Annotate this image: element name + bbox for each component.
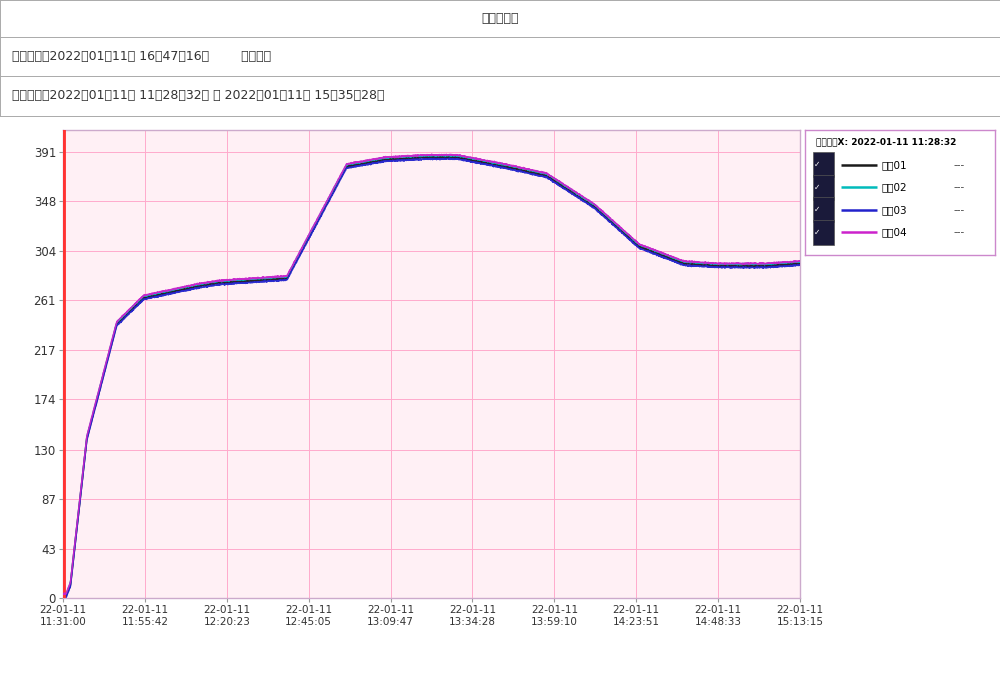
Text: 通道02: 通道02 [881, 183, 907, 192]
Text: ✓: ✓ [814, 206, 820, 214]
Text: ---: --- [953, 183, 964, 192]
Bar [813, 197, 834, 222]
Text: ✓: ✓ [814, 183, 820, 192]
Text: 通道03: 通道03 [881, 205, 907, 215]
Bar [813, 152, 834, 177]
Text: ✓: ✓ [814, 228, 820, 237]
Text: ---: --- [953, 160, 964, 170]
Text: 垂直游标X: 2022-01-11 11:28:32: 垂直游标X: 2022-01-11 11:28:32 [816, 138, 957, 147]
Text: ---: --- [953, 205, 964, 215]
Text: 趋势图打印: 趋势图打印 [481, 12, 519, 25]
Text: 通道04: 通道04 [881, 227, 907, 237]
Text: 打印范围：2022年01月11日 11时28分32秒 到 2022年01月11日 15时35分28秒: 打印范围：2022年01月11日 11时28分32秒 到 2022年01月11日… [12, 89, 384, 103]
Bar [813, 220, 834, 245]
Text: ---: --- [953, 227, 964, 237]
Text: 通道01: 通道01 [881, 160, 907, 170]
Text: 打印时间：2022年01月11日 16时47分16秒        制表人：: 打印时间：2022年01月11日 16时47分16秒 制表人： [12, 50, 271, 64]
Bar [813, 175, 834, 200]
Text: ✓: ✓ [814, 160, 820, 169]
